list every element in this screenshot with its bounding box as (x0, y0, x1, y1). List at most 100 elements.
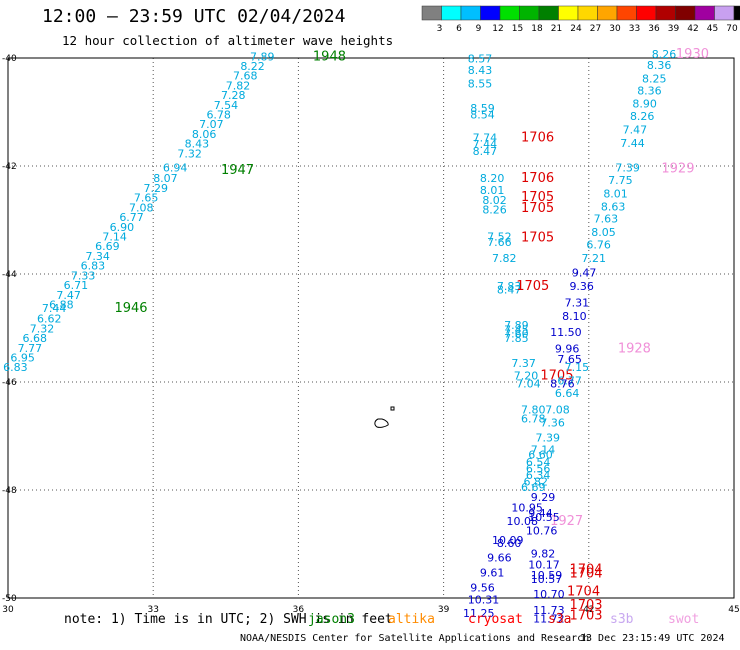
swh-value-cryosat: 7.74 (473, 132, 498, 145)
swh-value-jason3: 7.32 (30, 322, 54, 335)
swh-value-altika: 10.08 (507, 515, 539, 528)
swh-value-jason3: 6.88 (49, 299, 74, 312)
swh-value-altika: 9.47 (572, 267, 597, 280)
colorbar-label: 9 (476, 24, 482, 34)
swh-value-s3a: 6.82 (523, 476, 548, 489)
colorbar-label: 6 (456, 24, 462, 34)
swh-value-cryosat: 7.04 (516, 377, 541, 390)
swh-value-cryosat: 8.47 (497, 283, 521, 296)
colorbar-swatch (636, 5, 657, 21)
pass-time-label: 1706 (521, 131, 554, 146)
swh-value-altika: 9.44 (528, 507, 553, 520)
colorbar-label: 42 (687, 24, 698, 34)
swh-value-cryosat: 7.44 (473, 138, 498, 151)
swh-value-swot: 7.63 (594, 213, 619, 226)
swh-value-swot: 7.75 (608, 174, 633, 187)
swh-value-s3a: 7.15 (565, 361, 590, 374)
swh-value-s3a: 7.14 (531, 443, 556, 456)
swh-value-jason3: 7.29 (144, 182, 169, 195)
colorbar-swatch (655, 5, 676, 21)
colorbar-swatch (675, 5, 696, 21)
swh-value-jason3: 7.82 (226, 79, 251, 92)
pass-time-label: 1947 (221, 163, 254, 178)
pass-time-label: 1704 (569, 566, 602, 581)
colorbar-label: 39 (668, 24, 680, 34)
swh-value-altika: 11.72 (533, 612, 565, 625)
swh-value-altika: 8.10 (562, 310, 587, 323)
colorbar-label: 24 (570, 24, 582, 34)
colorbar-swatch (421, 5, 442, 21)
swh-value-altika: 9.96 (555, 342, 580, 355)
swh-value-s3a: 7.39 (536, 431, 561, 444)
swh-value-altika: 10.95 (511, 502, 543, 515)
swh-value-s3a: 7.08 (545, 403, 570, 416)
swh-value-jason3: 6.90 (110, 221, 135, 234)
colorbar-swatch (733, 5, 740, 21)
swh-value-jason3: 7.14 (102, 231, 127, 244)
swh-value-jason3: 7.28 (221, 89, 246, 102)
swh-value-cryosat: 7.83 (497, 280, 521, 293)
pass-time-label: 1929 (661, 161, 694, 176)
swh-value-jason3: 6.94 (163, 161, 188, 174)
swh-value-cryosat: 8.43 (468, 64, 493, 77)
swh-value-jason3: 8.22 (240, 60, 265, 73)
swh-value-cryosat: 8.01 (480, 184, 505, 197)
swh-value-swot: 8.26 (630, 110, 655, 123)
y-tick-label: -48 (2, 486, 17, 496)
swh-value-altika: 8.60 (497, 537, 521, 550)
swh-value-altika: 10.09 (492, 534, 524, 547)
satellite-legend-cryosat: cryosat (468, 612, 523, 627)
swh-value-s3a: 6.78 (521, 413, 546, 426)
swh-value-s3a: 6.77 (557, 375, 582, 388)
pass-time-label: 1704 (567, 584, 600, 599)
swh-value-cryosat: 8.26 (482, 204, 507, 217)
swh-value-jason3: 7.77 (18, 342, 43, 355)
colorbar-swatch (441, 5, 462, 21)
footer-note: note: 1) Time is in UTC; 2) SWH is in fe… (64, 612, 393, 627)
colorbar-label: 12 (492, 24, 503, 34)
swh-value-jason3: 8.06 (192, 128, 217, 141)
colorbar-label: 33 (629, 24, 640, 34)
colorbar-label: 30 (609, 24, 621, 34)
colorbar-swatch (714, 5, 735, 21)
swh-value-swot: 8.26 (652, 48, 677, 61)
swh-value-altika: 9.36 (569, 280, 594, 293)
colorbar-label: 45 (707, 24, 718, 34)
satellite-legend-jason3: jason3 (308, 612, 355, 627)
pass-time-label: 1927 (550, 514, 583, 529)
swh-value-altika: 10.55 (528, 511, 560, 524)
x-tick-label: 42 (583, 605, 594, 615)
pass-time-label: 1705 (521, 190, 554, 205)
colorbar-swatch (616, 5, 637, 21)
swh-value-s3a: 7.80 (521, 403, 546, 416)
swh-value-altika: 10.70 (533, 588, 565, 601)
swh-value-altika: 9.66 (487, 551, 512, 564)
swh-value-altika: 11.73 (533, 604, 565, 617)
swh-value-jason3: 8.07 (153, 172, 178, 185)
swh-value-swot: 8.90 (632, 98, 657, 111)
y-tick-label: -42 (2, 162, 17, 172)
swh-value-cryosat: 8.02 (482, 194, 507, 207)
swh-value-jason3: 7.47 (56, 289, 81, 302)
axis-ticks: 30 33 36 39 42 45 -40 -42 -44 -46 -48 -50 (2, 54, 740, 615)
colorbar-swatch (558, 5, 579, 21)
swh-value-altika: 8.76 (550, 377, 575, 390)
swh-value-jason3: 8.43 (185, 138, 210, 151)
x-tick-label: 39 (438, 605, 450, 615)
colorbar-label: 27 (590, 24, 601, 34)
swh-value-cryosat: 7.66 (487, 236, 512, 249)
swh-value-altika: 10.57 (531, 573, 563, 586)
swh-value-jason3: 7.07 (199, 118, 224, 131)
x-tick-label: 36 (293, 605, 305, 615)
swh-value-s3a: 7.36 (540, 416, 565, 429)
swh-value-swot: 7.47 (623, 124, 648, 137)
swh-value-swot: 8.25 (642, 72, 667, 85)
swh-value-cryosat: 7.60 (504, 328, 528, 341)
data-marks: 7.898.227.687.827.287.546.787.078.068.43… (3, 47, 709, 625)
plot-frame (7, 57, 735, 599)
pass-time-label: 1705 (516, 279, 549, 294)
colorbar-label: 18 (531, 24, 543, 34)
swh-value-jason3: 6.95 (10, 351, 34, 364)
